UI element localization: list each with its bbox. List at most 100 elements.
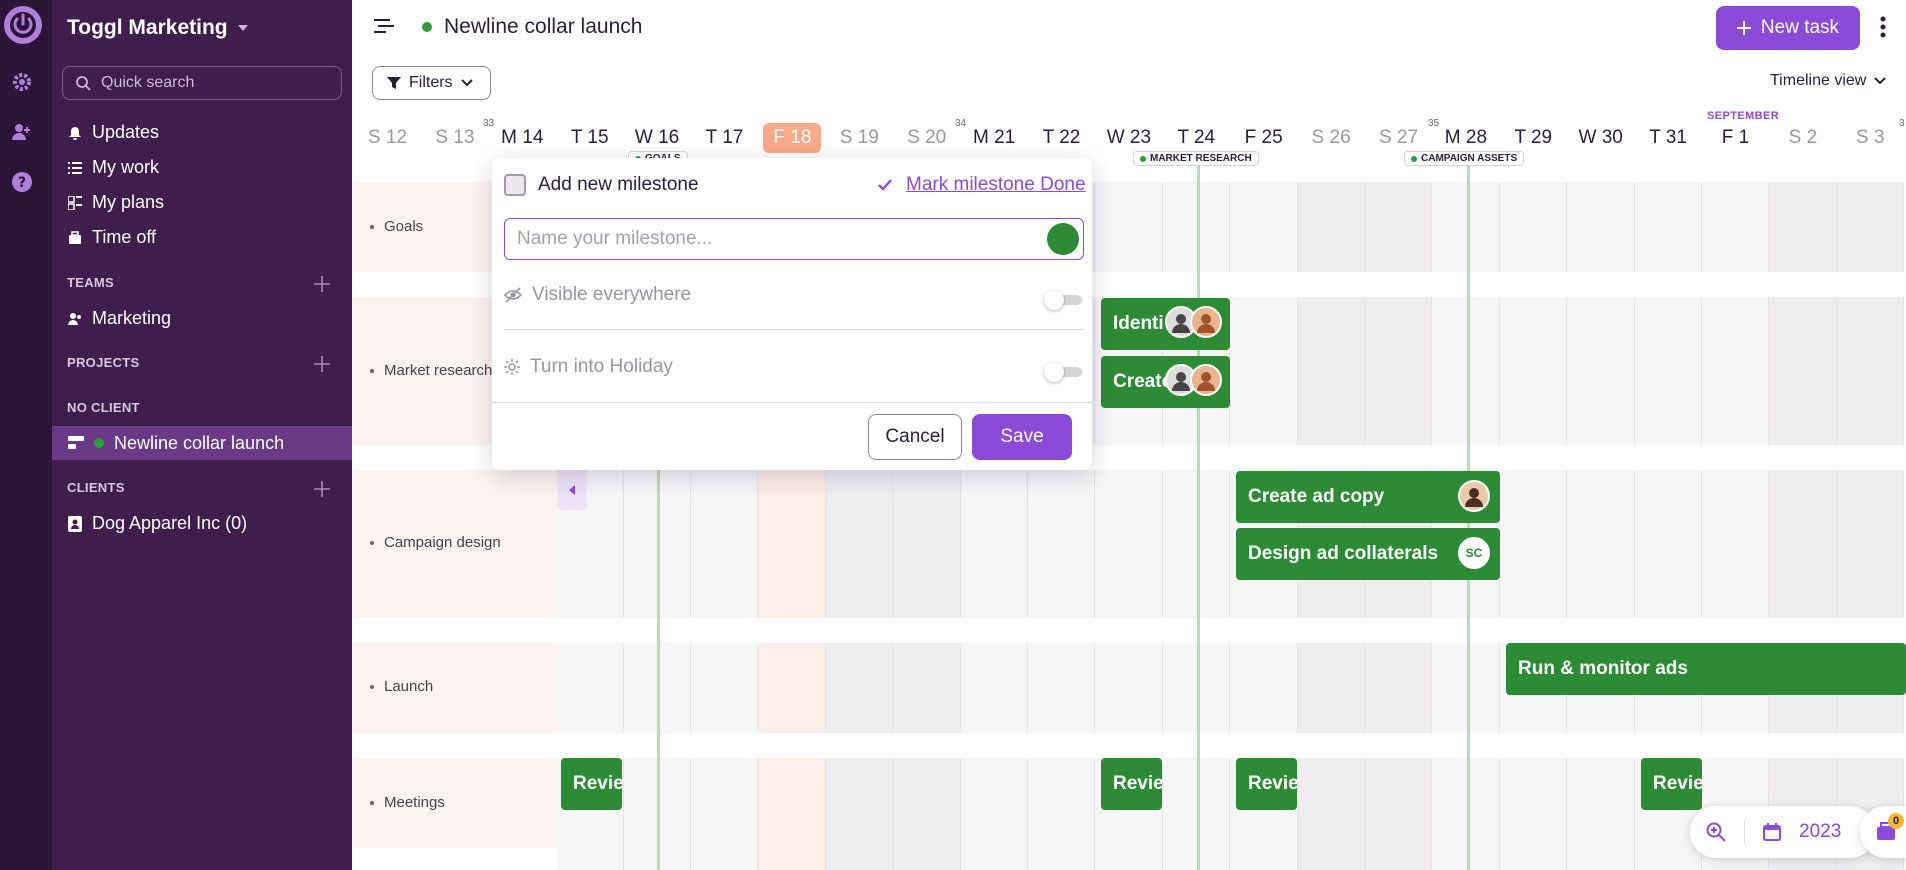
add-team-plus-icon[interactable] xyxy=(312,274,332,294)
avatar[interactable] xyxy=(1458,480,1490,512)
task-review[interactable]: Revie xyxy=(561,758,622,810)
team-icon xyxy=(68,312,81,325)
save-button[interactable]: Save xyxy=(972,414,1072,460)
grid-column xyxy=(1769,158,1837,870)
avatar-initials[interactable]: SC xyxy=(1458,537,1490,569)
task-label: Create ad copy xyxy=(1248,486,1385,507)
person-photo-icon xyxy=(1172,314,1190,333)
page-title: Newline collar launch xyxy=(422,15,642,39)
holiday-row: Turn into Holiday xyxy=(504,356,673,378)
day-label: T 29 xyxy=(1514,127,1553,148)
cancel-button[interactable]: Cancel xyxy=(868,414,962,460)
caret-down-icon xyxy=(237,25,248,31)
row-label-campaign-design[interactable]: Campaign design xyxy=(370,534,501,551)
task-label: Create xyxy=(1113,371,1173,392)
day-label: S 26 xyxy=(1311,127,1351,148)
nav-label: My work xyxy=(92,157,159,177)
milestone-color-picker[interactable] xyxy=(1047,223,1079,255)
chevron-down-icon xyxy=(1874,77,1887,85)
chevron-down-icon xyxy=(460,79,473,87)
week-number: 34 xyxy=(955,118,967,129)
task-review[interactable]: Revie xyxy=(1236,758,1297,810)
people-icon[interactable] xyxy=(10,120,34,144)
grid-column xyxy=(1702,158,1770,870)
row-label-goals[interactable]: Goals xyxy=(370,218,423,235)
year-label[interactable]: 2023 xyxy=(1799,821,1842,842)
visible-label: Visible everywhere xyxy=(532,284,692,305)
day-label: F 1 xyxy=(1721,127,1750,148)
milestone-campaign-assets[interactable]: CAMPAIGN ASSETS xyxy=(1404,151,1525,166)
row-label-meetings[interactable]: Meetings xyxy=(370,794,445,811)
avatar[interactable] xyxy=(1190,364,1222,396)
task-label: Design ad collaterals xyxy=(1248,543,1439,564)
row-label-market-research[interactable]: Market research xyxy=(370,362,492,379)
task-label: Revie xyxy=(1113,773,1162,794)
collapse-sidebar-icon[interactable] xyxy=(374,18,394,34)
visible-everywhere-toggle[interactable] xyxy=(1044,290,1082,310)
task-design-ad-collaterals[interactable]: Design ad collaterals xyxy=(1236,528,1500,580)
milestone-label: MARKET RESEARCH xyxy=(1150,153,1252,164)
search-icon xyxy=(76,76,91,91)
search-placeholder: Quick search xyxy=(101,74,195,91)
collapse-tab[interactable] xyxy=(557,470,587,510)
view-switcher[interactable]: Timeline view xyxy=(1770,72,1887,90)
row-gap xyxy=(557,618,1906,643)
add-project-plus-icon[interactable] xyxy=(312,354,332,374)
day-label: M 28 xyxy=(1444,127,1488,148)
gear-icon[interactable] xyxy=(10,70,34,94)
team-marketing[interactable]: Marketing xyxy=(68,308,171,329)
avatar[interactable] xyxy=(1190,306,1222,338)
add-client-plus-icon[interactable] xyxy=(312,479,332,499)
task-label: Revie xyxy=(573,773,622,794)
task-create-ad-copy[interactable]: Create ad copy xyxy=(1236,471,1500,523)
nav-time-off[interactable]: Time off xyxy=(68,227,156,248)
project-label: Newline collar launch xyxy=(114,432,285,453)
task-label: Run & monitor ads xyxy=(1518,658,1688,679)
milestone-name-input[interactable]: Name your milestone... xyxy=(504,218,1084,260)
week-number: 35 xyxy=(1428,118,1440,129)
workspace-switcher[interactable]: Toggl Marketing xyxy=(67,16,248,40)
new-task-label: New task xyxy=(1760,17,1840,38)
nav-my-work[interactable]: My work xyxy=(68,157,159,178)
holiday-label: Turn into Holiday xyxy=(530,356,673,377)
person-photo-icon xyxy=(1172,372,1190,391)
client-dog-apparel[interactable]: Dog Apparel Inc (0) xyxy=(68,513,247,534)
sidebar: Toggl Marketing Quick search Updates My … xyxy=(52,0,352,870)
teams-heading: TEAMS xyxy=(67,275,114,290)
day-label: W 30 xyxy=(1578,127,1623,148)
new-task-button[interactable]: New task xyxy=(1716,6,1860,50)
zoom-in-icon[interactable] xyxy=(1706,822,1726,842)
filters-button[interactable]: Filters xyxy=(372,66,491,100)
nav-label: Updates xyxy=(92,122,160,142)
project-color-dot xyxy=(94,438,104,448)
task-review[interactable]: Revie xyxy=(1101,758,1162,810)
mark-milestone-done-link[interactable]: Mark milestone Done xyxy=(878,174,1086,196)
zoom-year-control: 2023 xyxy=(1690,806,1876,858)
milestone-market-research[interactable]: MARKET RESEARCH xyxy=(1133,151,1259,166)
project-board-icon xyxy=(68,436,84,449)
nav-updates[interactable]: Updates xyxy=(68,122,159,143)
holiday-toggle[interactable] xyxy=(1044,362,1082,382)
project-newline-collar-launch[interactable]: Newline collar launch xyxy=(52,426,352,460)
task-run-monitor-ads[interactable]: Run & monitor ads xyxy=(1506,643,1906,695)
popup-title: Add new milestone xyxy=(538,174,699,195)
day-label: T 17 xyxy=(705,127,744,148)
view-label: Timeline view xyxy=(1770,72,1867,89)
more-options-icon[interactable] xyxy=(1880,16,1886,38)
quick-search[interactable]: Quick search xyxy=(62,66,342,100)
milestone-line xyxy=(657,158,660,870)
milestone-done-checkbox[interactable] xyxy=(504,174,526,196)
row-label-launch[interactable]: Launch xyxy=(370,678,433,695)
toggl-logo-icon[interactable] xyxy=(4,6,42,44)
list-icon xyxy=(68,161,82,174)
add-milestone-popup: Add new milestone Mark milestone Done Na… xyxy=(492,158,1092,470)
inbox-count-badge: 0 xyxy=(1888,813,1904,829)
client-icon xyxy=(68,515,82,532)
calendar-icon[interactable] xyxy=(1763,823,1781,841)
help-icon[interactable]: ? xyxy=(10,170,34,194)
day-label: S 27 xyxy=(1378,127,1419,148)
task-review[interactable]: Revie xyxy=(1641,758,1702,810)
person-photo-icon xyxy=(1197,372,1215,391)
nav-my-plans[interactable]: My plans xyxy=(68,192,164,213)
person-photo-icon xyxy=(1197,314,1215,333)
